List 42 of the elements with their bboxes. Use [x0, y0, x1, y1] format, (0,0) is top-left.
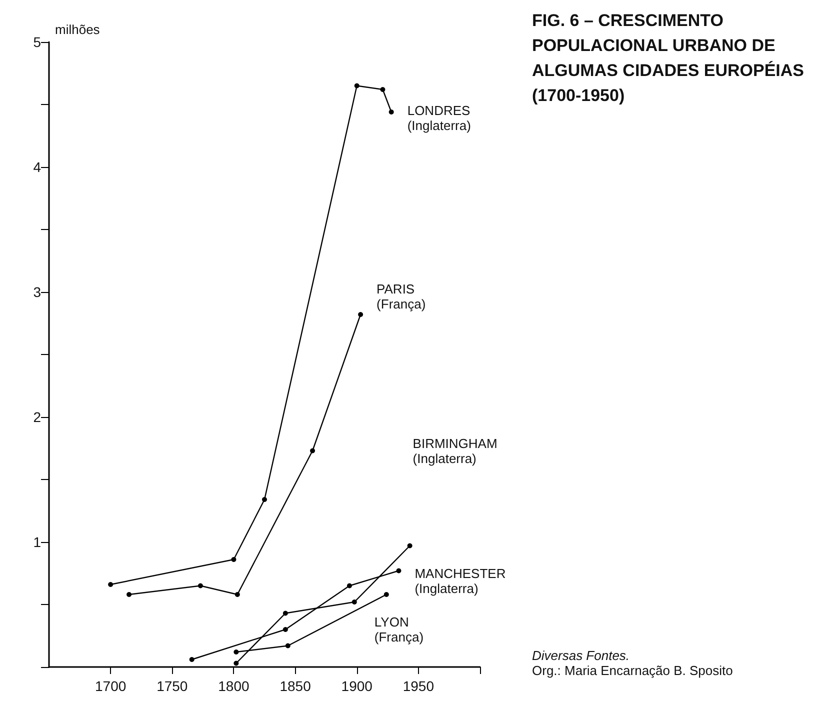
- point: [354, 83, 360, 88]
- point: [189, 657, 194, 662]
- text: Diversas Fontes.: [532, 648, 631, 663]
- point: [310, 448, 316, 454]
- point: [396, 568, 402, 574]
- point: [234, 650, 239, 654]
- text: Org.: Maria Encarnação B. Sposito: [532, 663, 734, 678]
- y-tick-label: 1: [33, 534, 42, 550]
- y-tick-label: 5: [33, 34, 42, 50]
- x-tick-label: 1750: [156, 678, 188, 694]
- point: [262, 497, 267, 502]
- text: FIG. 6 – CRESCIMENTO POPULACIONAL URBANO DE ALGUMAS CIDADES EUROPÉIAS (1700-1950): [532, 10, 806, 107]
- point: [407, 543, 412, 548]
- series-label: MANCHESTER (Inglaterra): [414, 566, 506, 596]
- point: [380, 87, 386, 92]
- point: [352, 600, 357, 604]
- x-tick-label: 1700: [94, 678, 126, 694]
- point: [282, 610, 288, 616]
- point: [108, 582, 114, 587]
- point: [282, 627, 288, 632]
- x-tick-label: 1900: [341, 678, 373, 694]
- point: [388, 110, 394, 114]
- y-axis-title: milhões: [55, 22, 100, 37]
- x-tick-label: 1850: [280, 678, 312, 694]
- series-label: PARIS (França): [376, 282, 426, 312]
- x-tick-label: 1950: [402, 678, 434, 694]
- point: [231, 557, 236, 562]
- x-tick-label: 1800: [218, 678, 250, 694]
- point: [346, 583, 352, 588]
- point: [358, 312, 364, 317]
- point: [198, 583, 203, 588]
- point: [234, 592, 240, 597]
- y-tick-label: 3: [33, 284, 42, 300]
- point: [126, 592, 132, 597]
- series-label: LYON (França): [374, 614, 424, 644]
- y-tick-label: 2: [33, 409, 42, 425]
- point: [384, 592, 389, 597]
- y-tick-label: 4: [33, 159, 42, 175]
- point: [234, 660, 239, 666]
- point: [285, 643, 290, 648]
- series-label: LONDRES (Inglaterra): [407, 103, 471, 133]
- text: BIRMINGHAM (Inglaterra): [412, 436, 498, 466]
